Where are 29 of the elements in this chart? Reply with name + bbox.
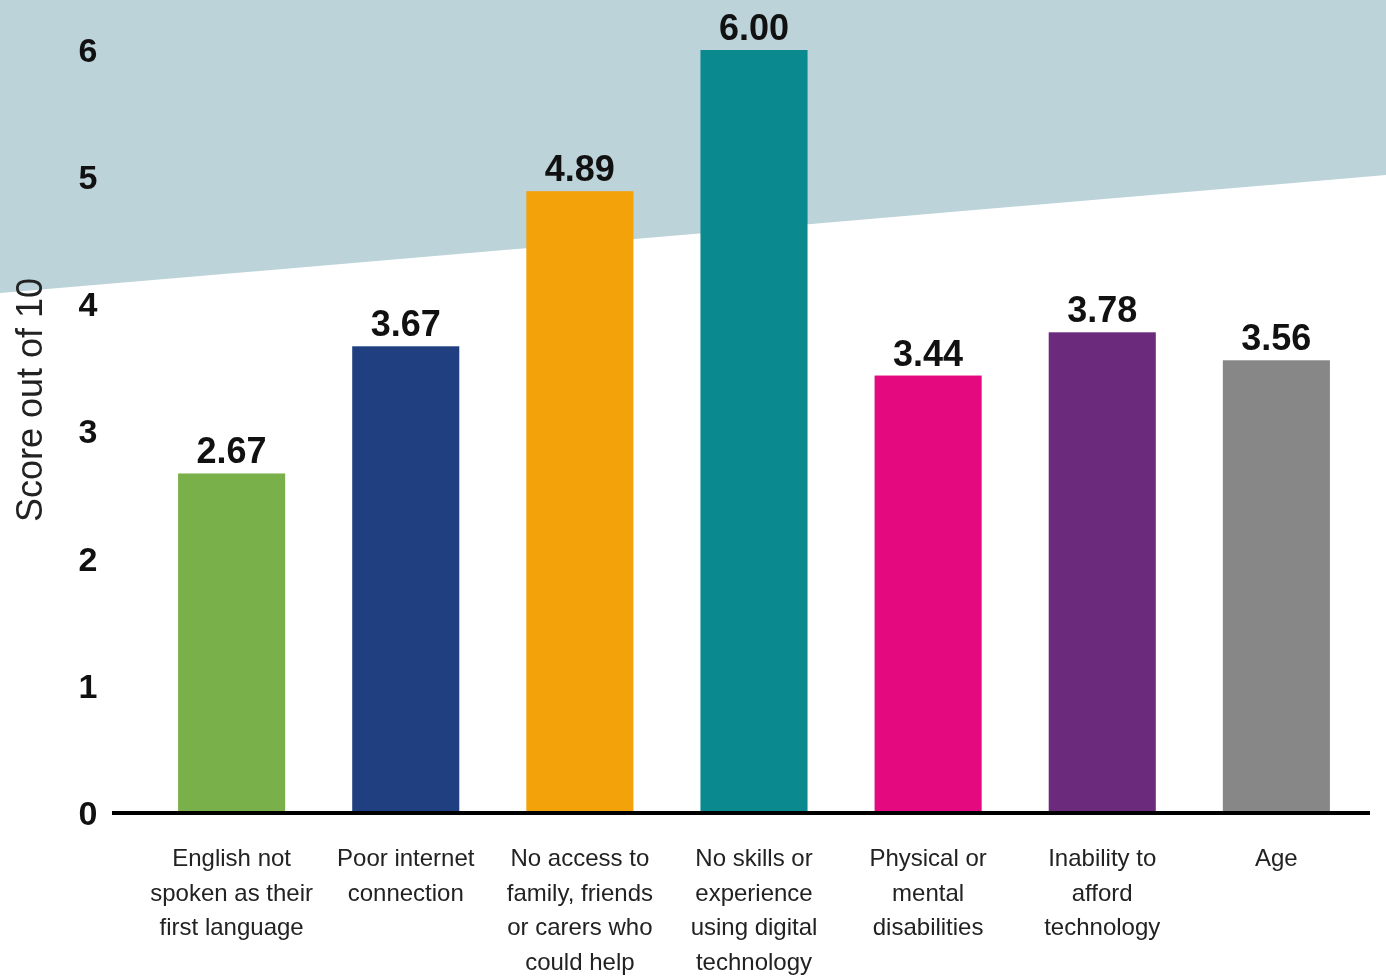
bar bbox=[700, 50, 808, 813]
bar bbox=[874, 375, 982, 813]
bar bbox=[1222, 360, 1330, 813]
x-tick-label: Poor internet connection bbox=[337, 844, 475, 906]
y-tick-label: 6 bbox=[78, 30, 98, 69]
bar bbox=[526, 191, 634, 813]
x-tick-label: No access to family, friends or carers who could help bbox=[506, 844, 654, 975]
data-label: 3.56 bbox=[1241, 317, 1312, 359]
data-label: 3.67 bbox=[370, 303, 441, 345]
y-tick-label: 3 bbox=[78, 412, 98, 451]
x-tick-label: English not spoken as their first language bbox=[150, 844, 314, 940]
data-label: 2.67 bbox=[196, 430, 267, 472]
x-tick-label: Inability to afford technology bbox=[1044, 844, 1161, 940]
y-tick-label: 2 bbox=[78, 539, 98, 578]
y-tick-label: 4 bbox=[78, 285, 98, 324]
y-tick-label: 0 bbox=[78, 793, 98, 832]
bar bbox=[1048, 332, 1156, 813]
y-axis-title: Score out of 10 bbox=[9, 277, 50, 523]
y-tick-label: 1 bbox=[78, 666, 98, 705]
x-tick-label: Physical or mental disabilities bbox=[869, 844, 987, 940]
data-label: 6.00 bbox=[718, 7, 790, 48]
bar bbox=[178, 473, 286, 813]
data-label: 3.44 bbox=[893, 332, 964, 374]
bar bbox=[352, 346, 460, 813]
data-label: 3.78 bbox=[1067, 289, 1138, 331]
x-tick-label: Age bbox=[1255, 844, 1298, 871]
data-label: 4.89 bbox=[544, 148, 615, 190]
y-tick-label: 5 bbox=[78, 158, 98, 197]
x-tick-label: No skills or experience using digital technology bbox=[690, 844, 818, 975]
